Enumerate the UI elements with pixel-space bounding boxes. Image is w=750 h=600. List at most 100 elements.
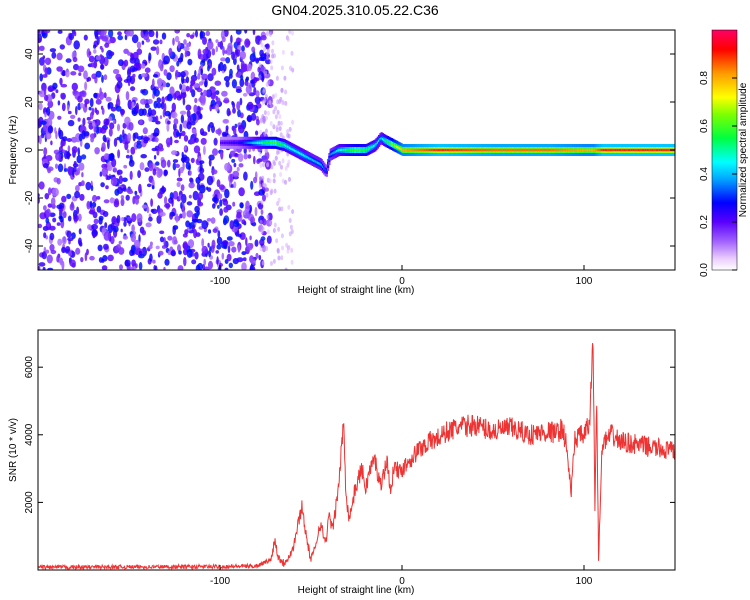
spectrogram-noise-cell [38,102,43,111]
spectrogram-noise-cell [124,116,131,126]
spectrogram-noise-cell [109,197,116,203]
spectrogram-noise-cell [152,39,160,45]
ridge-core-cell [630,148,633,152]
ridge-core-cell [488,148,491,152]
spectrogram-noise-cell [94,107,98,113]
spectrogram-noise-cell [97,244,103,252]
spectrogram-noise-cell [141,40,145,45]
ridge-core-cell [459,148,462,152]
spectrogram-noise-cell [47,267,54,270]
ridge-core-cell [333,151,336,154]
ridge-core-cell [567,148,570,152]
spectrogram-noise-cell [194,212,199,219]
ridge-core-cell [502,148,505,152]
ridge-core-cell [376,141,379,144]
ridge-core-cell [320,163,323,167]
spectrogram-noise-cell [161,245,167,249]
spectrogram-noise-cell [207,242,210,248]
spectrogram-noise-cell [127,68,131,77]
spectrogram-noise-cell [238,233,242,238]
spectrogram-noise-cell [265,59,271,65]
ridge-core-cell [478,148,481,152]
ridge-core-cell [232,141,235,144]
spectrogram-noise-cell [52,217,57,223]
spectrogram-noise-cell [269,130,273,136]
spectrogram-noise-cell [262,119,266,125]
ridge-core-cell [611,148,614,152]
spectrogram-noise-cell [286,248,290,254]
spectrogram-noise-cell [61,246,66,254]
spectrogram-noise-cell [130,266,135,270]
spectrogram-noise-cell [203,89,207,97]
ridge-core-cell [343,148,346,152]
ridge-core-cell [398,146,401,150]
spectrogram-noise-cell [132,73,136,78]
spectrogram-noise-cell [266,162,270,168]
spectrogram-noise-cell [154,137,159,143]
spectrogram-noise-cell [233,162,237,168]
spectrogram-noise-cell [266,55,269,61]
ridge-core-cell [557,148,560,152]
spectrogram-ylabel: Frequency (Hz) [8,116,19,185]
spectrogram-noise-cell [190,79,196,86]
ridge-core-cell [521,148,525,152]
spectrogram-noise-cell [116,214,121,224]
spectrogram-noise-cell [124,141,129,151]
ridge-core-cell [262,141,265,144]
ridge-core-cell [490,148,493,152]
ridge-core-cell [367,147,370,150]
spectrogram-noise-cell [101,265,108,270]
ridge-core-cell [588,148,591,152]
spectrogram-noise-cell [136,41,142,49]
spectrogram-noise-cell [159,230,165,235]
spectrogram-noise-cell [205,30,211,37]
spectrogram-noise-cell [288,231,292,237]
spectrogram-noise-cell [73,40,80,50]
ridge-core-cell [342,148,345,152]
spectrogram-noise-cell [130,233,136,243]
spectrogram-noise-cell [227,241,235,247]
spectrogram-noise-cell [117,31,122,36]
ridge-core-cell [389,142,392,145]
spectrogram-noise-cell [57,115,62,120]
ridge-core-cell [460,148,463,152]
spectrogram-noise-cell [96,196,101,200]
ridge-core-cell [274,141,277,144]
ridge-core-cell [626,148,629,152]
spectrogram-noise-cell [93,218,99,225]
spectrogram-noise-cell [113,137,118,147]
spectrogram-noise-cell [81,180,85,187]
ridge-core-cell [318,162,321,165]
x-tick-label: 0 [399,276,405,287]
ridge-core-cell [482,148,485,152]
spectrogram-noise-cell [199,167,205,174]
spectrogram-noise-cell [116,169,123,175]
spectrogram-noise-cell [242,257,247,262]
ridge-core-cell [242,141,246,144]
spectrogram-noise-cell [207,73,214,82]
ridge-core-cell [230,141,233,144]
spectrogram-noise-cell [226,236,233,241]
spectrogram-noise-cell [253,57,261,62]
spectrogram-noise-cell [191,224,195,232]
spectrogram-noise-cell [138,253,145,259]
spectrogram-noise-cell [143,136,150,142]
spectrogram-noise-cell [116,81,123,89]
spectrogram-noise-cell [211,239,216,250]
spectrogram-noise-cell [38,181,45,190]
ridge-core-cell [362,148,365,152]
ridge-core-cell [594,148,597,152]
spectrogram-noise-cell [286,36,290,42]
spectrogram-noise-cell [134,190,138,195]
spectrogram-noise-cell [262,89,266,95]
spectrogram-noise-cell [208,158,212,167]
spectrogram-noise-cell [112,167,118,173]
spectrogram-noise-cell [171,111,178,119]
ridge-core-cell [403,148,406,152]
spectrogram-noise-cell [83,34,88,41]
spectrogram-noise-cell [120,198,125,207]
spectrogram-noise-cell [277,226,281,232]
spectrogram-noise-cell [180,202,183,209]
ridge-core-cell [279,143,283,146]
colorbar-label: Normalized spectral amplitude [738,82,749,217]
